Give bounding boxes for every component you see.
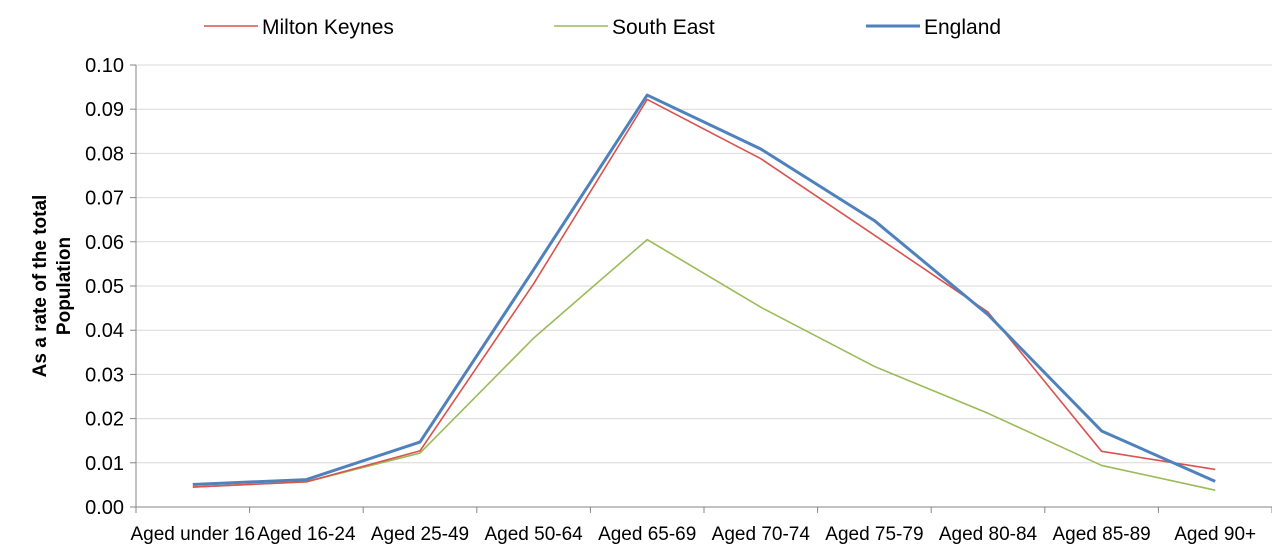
y-tick-label: 0.04 [85, 320, 124, 342]
x-tick-label: Aged 75-79 [825, 524, 923, 545]
y-tick-label: 0.09 [85, 99, 124, 121]
x-tick-label: Aged under 16 [130, 524, 255, 545]
y-axis-title-line: As a rate of the total [30, 195, 51, 378]
x-tick-label: Aged 80-84 [939, 524, 1038, 545]
x-tick-label: Aged 90+ [1174, 524, 1256, 545]
x-tick-label: Aged 16-24 [257, 524, 356, 545]
legend-label: Milton Keynes [262, 16, 394, 39]
y-tick-label: 0.05 [85, 276, 124, 298]
y-tick-label: 0.00 [85, 497, 124, 519]
x-tick-label: Aged 25-49 [371, 524, 469, 545]
x-tick-label: Aged 85-89 [1052, 524, 1150, 545]
series-line-south-east [193, 240, 1215, 491]
y-tick-label: 0.03 [85, 364, 124, 386]
series-line-milton-keynes [193, 99, 1215, 487]
y-tick-label: 0.02 [85, 409, 124, 431]
y-tick-label: 0.07 [85, 188, 124, 210]
x-tick-label: Aged 70-74 [712, 524, 811, 545]
y-tick-label: 0.10 [85, 55, 124, 77]
y-tick-label: 0.08 [85, 143, 124, 165]
y-axis-title-line: Population [54, 237, 75, 335]
x-tick-label: Aged 50-64 [484, 524, 583, 545]
y-tick-label: 0.01 [85, 453, 124, 475]
y-tick-label: 0.06 [85, 232, 124, 254]
legend-label: South East [612, 16, 715, 39]
legend-label: England [924, 16, 1001, 39]
x-tick-label: Aged 65-69 [598, 524, 696, 545]
